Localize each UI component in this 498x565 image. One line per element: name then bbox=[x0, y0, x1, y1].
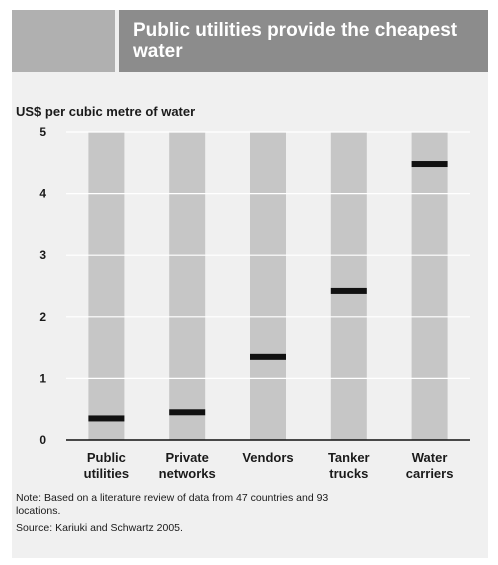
y-tick-label: 1 bbox=[39, 371, 46, 385]
value-marker bbox=[169, 409, 206, 416]
chart-note: Note: Based on a literature review of da… bbox=[16, 492, 329, 517]
y-tick-label: 0 bbox=[39, 433, 46, 447]
category-column bbox=[88, 132, 125, 440]
category-label: Private bbox=[166, 450, 209, 465]
category-label: Tanker bbox=[328, 450, 370, 465]
category-column bbox=[411, 132, 448, 440]
y-tick-label: 4 bbox=[39, 187, 46, 201]
y-tick-label: 3 bbox=[39, 248, 46, 262]
category-column bbox=[330, 132, 367, 440]
title-accent-tab bbox=[12, 10, 115, 72]
category-column bbox=[169, 132, 206, 440]
value-marker bbox=[88, 415, 125, 422]
chart-title: Public utilities provide the cheapest wa… bbox=[119, 10, 488, 72]
value-marker bbox=[411, 161, 448, 168]
category-label: networks bbox=[159, 466, 216, 481]
chart-source: Source: Kariuki and Schwartz 2005. bbox=[16, 522, 183, 534]
y-axis-title: US$ per cubic metre of water bbox=[16, 104, 196, 119]
category-label: Vendors bbox=[242, 450, 293, 465]
category-label: carriers bbox=[406, 466, 454, 481]
value-marker bbox=[250, 353, 286, 360]
category-label: Public bbox=[87, 450, 126, 465]
category-label: Water bbox=[412, 450, 448, 465]
value-marker bbox=[330, 287, 367, 294]
y-tick-label: 5 bbox=[39, 125, 46, 139]
category-label: utilities bbox=[84, 466, 130, 481]
y-tick-label: 2 bbox=[39, 310, 46, 324]
category-column bbox=[250, 132, 286, 440]
category-label: trucks bbox=[329, 466, 368, 481]
